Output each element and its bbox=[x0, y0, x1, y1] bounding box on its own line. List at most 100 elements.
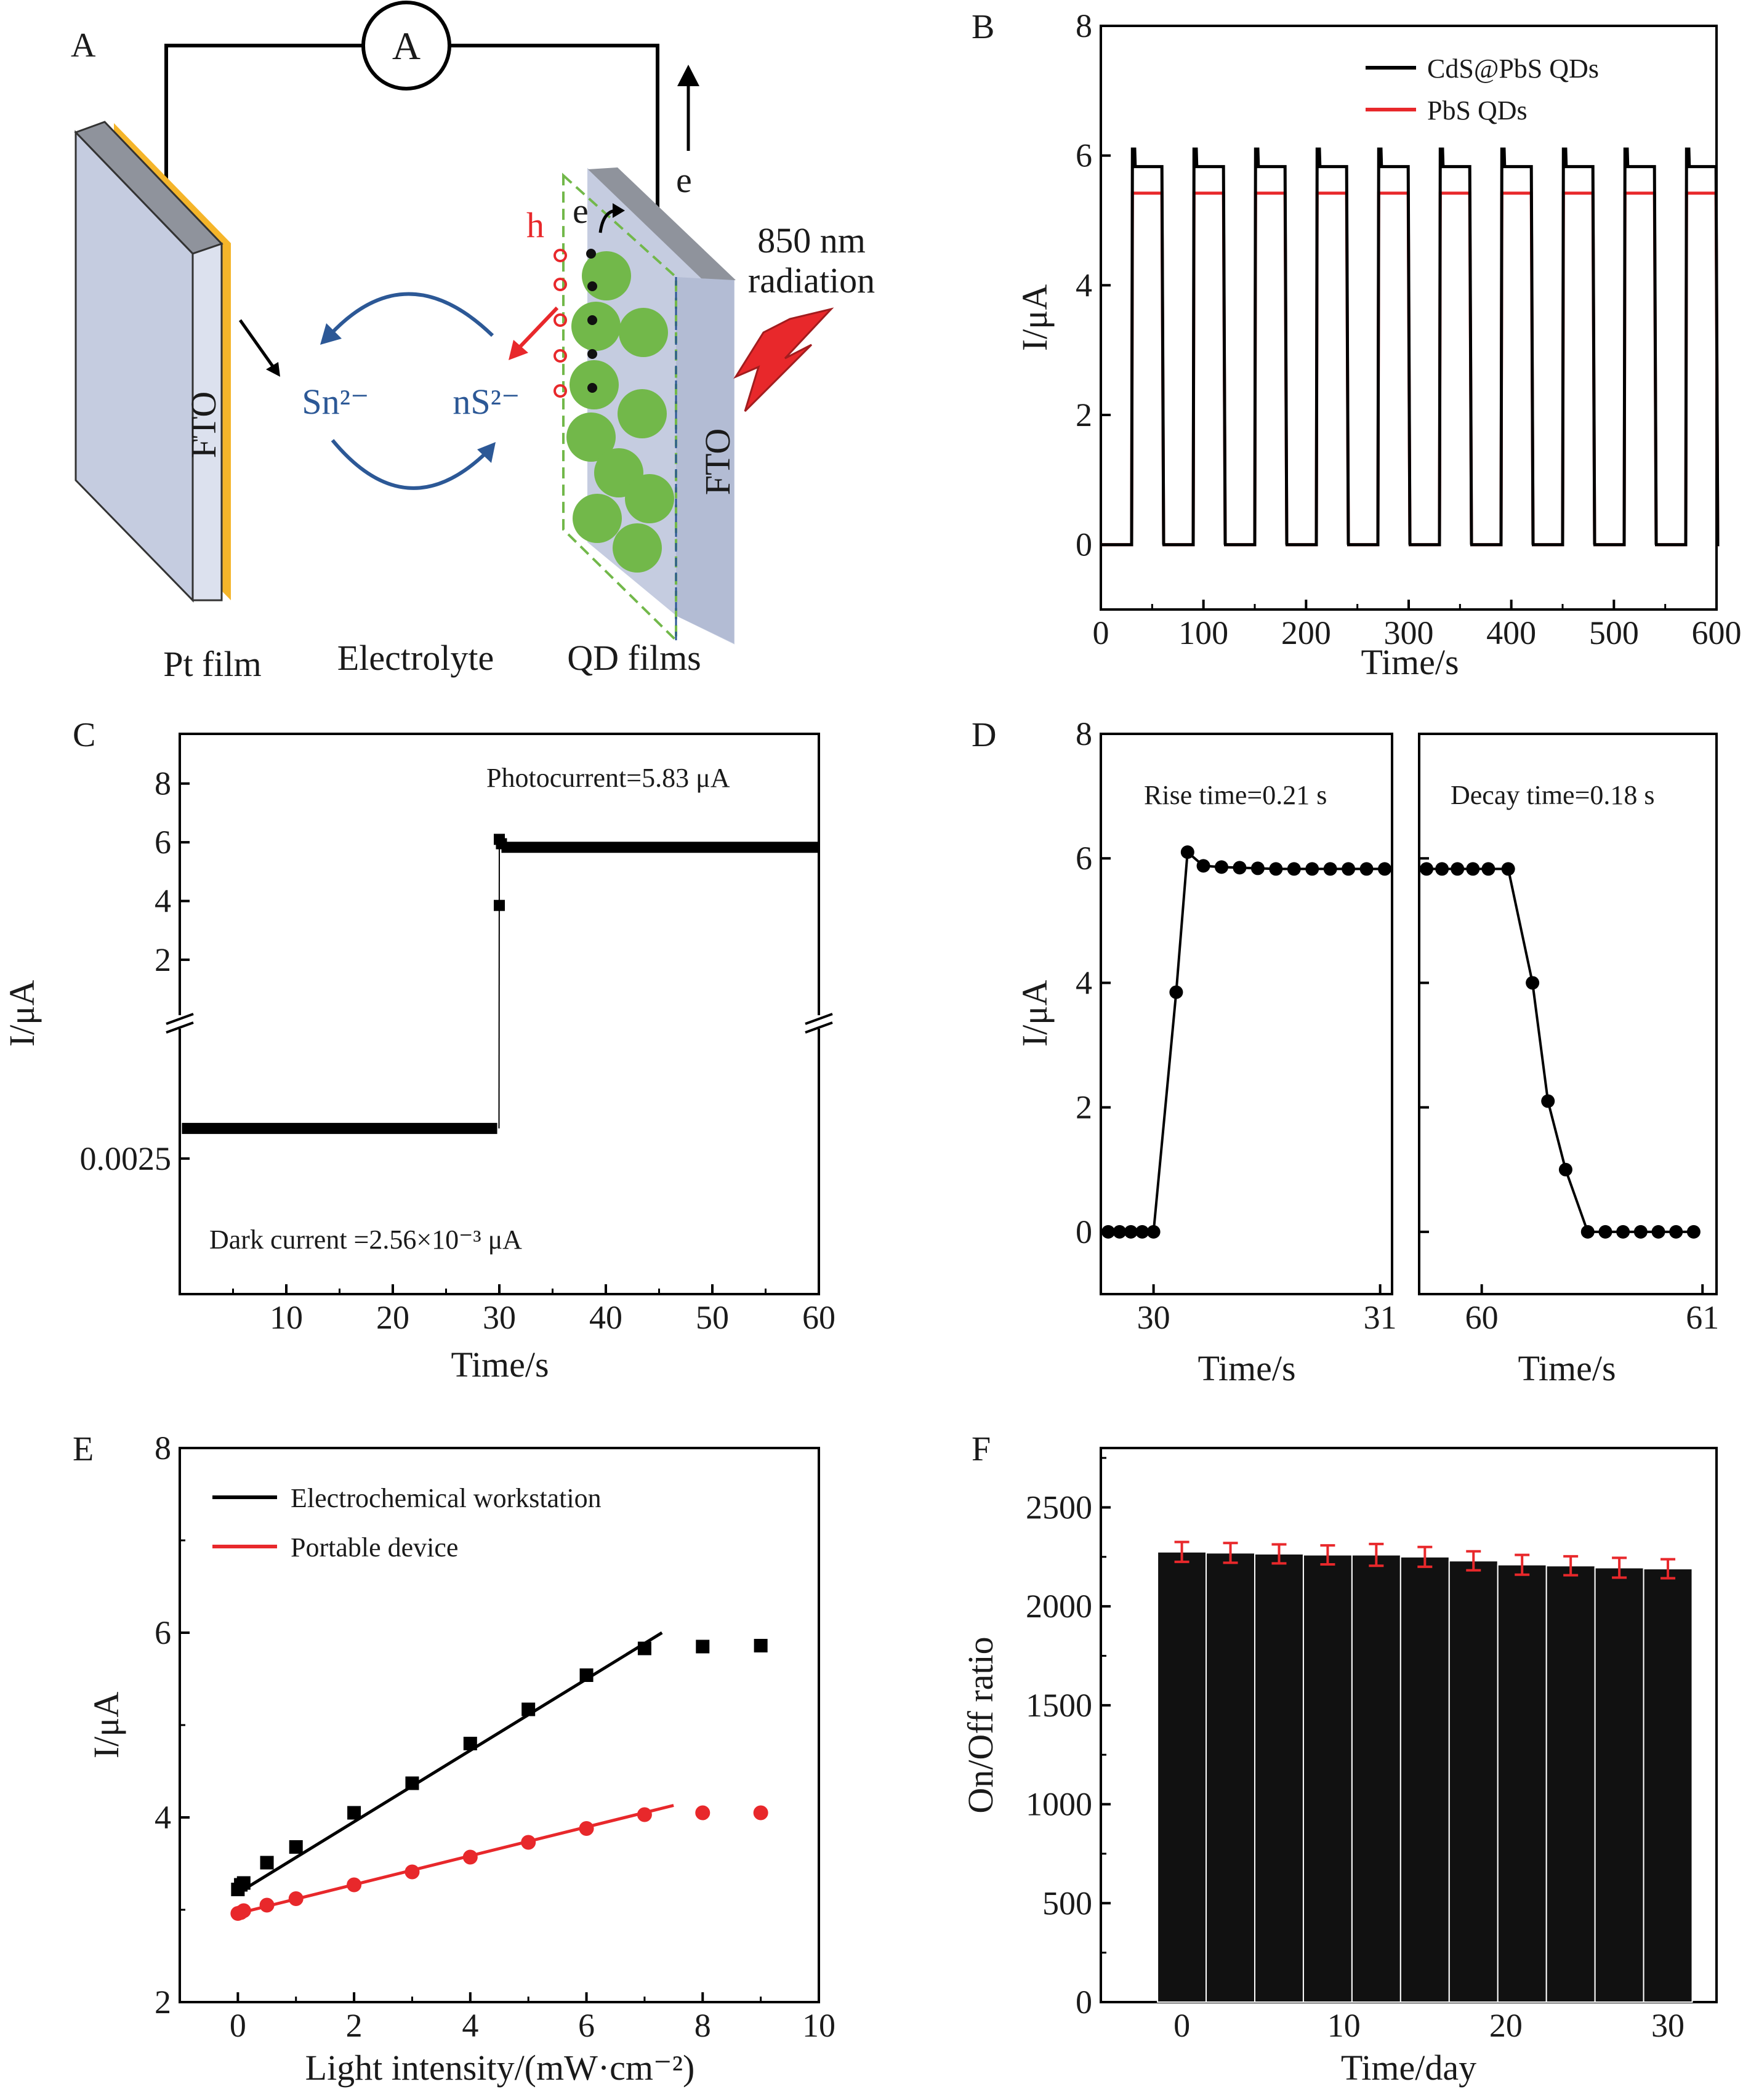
data-point bbox=[1466, 862, 1480, 876]
data-point bbox=[1686, 1225, 1701, 1239]
ammeter-label: A bbox=[392, 24, 421, 68]
dark-current-annotation: Dark current =2.56×10⁻³ μA bbox=[209, 1225, 522, 1255]
series-line-1 bbox=[1427, 867, 1694, 1233]
y-axis-label: I/μA bbox=[1015, 284, 1055, 352]
y-tick-label: 2000 bbox=[1026, 1588, 1092, 1625]
x-axis-label: Time/s bbox=[451, 1345, 549, 1385]
data-point bbox=[405, 1776, 419, 1790]
arrow-icon bbox=[320, 323, 342, 345]
axis-break-mark bbox=[805, 1013, 833, 1025]
data-point bbox=[496, 838, 507, 850]
x-tick-label: 20 bbox=[1489, 2007, 1523, 2044]
x-axis-label-1: Time/s bbox=[1198, 1348, 1295, 1388]
radiation-label-2: radiation bbox=[748, 260, 875, 300]
data-point bbox=[1180, 845, 1194, 859]
panel-f-label: F bbox=[972, 1430, 991, 1468]
photocurrent-annotation: Photocurrent=5.83 μA bbox=[486, 763, 730, 793]
electron-label-inner: e bbox=[573, 191, 589, 231]
electrons bbox=[586, 249, 597, 393]
data-point bbox=[521, 1702, 536, 1716]
bar bbox=[1157, 1551, 1207, 2003]
x-tick-label: 200 bbox=[1281, 614, 1331, 651]
arrow-icon bbox=[266, 362, 280, 377]
y-tick-label: 0 bbox=[1076, 1213, 1092, 1250]
x-tick-label: 6 bbox=[578, 2007, 595, 2044]
x-tick-label: 0 bbox=[1093, 614, 1109, 651]
bar bbox=[1643, 1568, 1693, 2003]
panel-c-chart: C 2 4 6 8 0.0025 10 20 30 40 50 60 Photocurrent=5… bbox=[2, 716, 835, 1385]
y-tick-label: 0.0025 bbox=[80, 1140, 172, 1177]
data-point bbox=[259, 1897, 275, 1913]
arrow-icon bbox=[509, 340, 528, 360]
data-point bbox=[1342, 862, 1356, 876]
x-tick-label: 30 bbox=[1651, 2007, 1685, 2044]
x-tick-label: 2 bbox=[346, 2007, 363, 2044]
data-point bbox=[236, 1876, 251, 1890]
y-tick-label: 2500 bbox=[1026, 1489, 1092, 1526]
x-tick-label: 4 bbox=[462, 2007, 478, 2044]
arrow-icon bbox=[477, 442, 496, 463]
axis-break-marks bbox=[166, 1013, 833, 1034]
y-tick-label: 1500 bbox=[1026, 1687, 1092, 1724]
data-point bbox=[1146, 1225, 1161, 1239]
x-axis-ticks: 10 20 30 40 50 60 bbox=[232, 1284, 835, 1336]
y-tick-label: 8 bbox=[1076, 7, 1092, 44]
data-point bbox=[260, 1856, 274, 1870]
legend: Electrochemical workstation Portable devi… bbox=[212, 1483, 602, 1563]
legend: CdS@PbS QDs PbS QDs bbox=[1366, 54, 1599, 126]
data-point bbox=[579, 1821, 594, 1836]
data-point bbox=[1269, 862, 1283, 876]
arrow-icon bbox=[613, 203, 625, 218]
x-tick-label: 300 bbox=[1384, 614, 1434, 651]
bar bbox=[1497, 1564, 1547, 2003]
data-point bbox=[347, 1877, 362, 1893]
bar bbox=[1206, 1552, 1255, 2003]
redox-arrow-bottom bbox=[331, 439, 488, 490]
data-point bbox=[1526, 976, 1540, 990]
hole-label: h bbox=[526, 205, 544, 245]
decay-time-annotation: Decay time=0.18 s bbox=[1451, 780, 1655, 810]
data-point bbox=[494, 899, 505, 911]
y-tick-label: 6 bbox=[1076, 840, 1092, 877]
y-tick-label: 2 bbox=[1076, 1089, 1092, 1126]
x-tick-label: 40 bbox=[589, 1299, 622, 1336]
pointer-arrow-left bbox=[238, 319, 278, 372]
bars bbox=[1157, 1540, 1693, 2003]
legend-label-1: Portable device bbox=[291, 1532, 458, 1563]
y-axis-ticks: 0 2 4 6 8 bbox=[1076, 7, 1111, 563]
y-axis-ticks: 2 4 6 8 0.0025 bbox=[80, 765, 190, 1177]
data-point bbox=[347, 1806, 361, 1820]
y-tick-label: 8 bbox=[1076, 715, 1092, 752]
data-point bbox=[1233, 861, 1247, 875]
data-point bbox=[695, 1805, 710, 1820]
x-axis-label-2: Time/s bbox=[1518, 1348, 1616, 1388]
panel-d-label: D bbox=[972, 716, 996, 754]
series-lines bbox=[1101, 147, 1720, 547]
data-point bbox=[1481, 862, 1495, 876]
y-tick-label: 4 bbox=[1076, 267, 1092, 304]
data-point bbox=[1169, 985, 1183, 999]
x-tick-label: 30 bbox=[483, 1299, 516, 1336]
panel-e-chart: E 2 4 6 8 0 2 4 6 8 10 Electrochemical workstati… bbox=[73, 1430, 835, 2088]
data-point bbox=[1616, 1225, 1630, 1239]
data-point bbox=[1101, 1225, 1115, 1239]
ns-label: nS²⁻ bbox=[453, 382, 520, 422]
y-tick-label: 6 bbox=[155, 824, 171, 861]
y-tick-label: 6 bbox=[1076, 137, 1092, 174]
y-tick-label: 8 bbox=[155, 1430, 171, 1466]
y-axis-ticks: 0 2 4 6 8 bbox=[1076, 715, 1429, 1250]
legend-label-0: CdS@PbS QDs bbox=[1427, 54, 1599, 84]
bar bbox=[1351, 1554, 1401, 2003]
qd-films-label: QD films bbox=[567, 638, 701, 678]
y-tick-label: 0 bbox=[1076, 1984, 1092, 2021]
data-point bbox=[1435, 862, 1449, 876]
series-line-0 bbox=[1101, 147, 1720, 547]
y-tick-label: 500 bbox=[1042, 1885, 1092, 1921]
data-point bbox=[1451, 862, 1465, 876]
fto-right-label: FTO bbox=[698, 428, 738, 496]
qd-sphere-icon bbox=[566, 251, 674, 573]
axis-break-mark bbox=[166, 1021, 194, 1034]
y-axis-ticks: 2 4 6 8 bbox=[155, 1430, 190, 2021]
